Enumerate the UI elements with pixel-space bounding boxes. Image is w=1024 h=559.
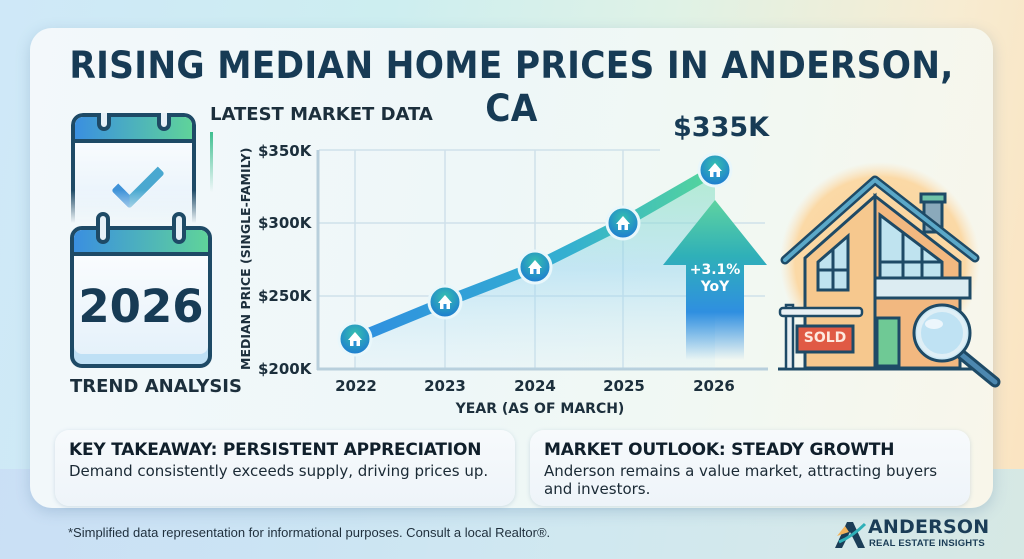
brand-logo: ANDERSON REAL ESTATE INSIGHTS bbox=[833, 516, 1003, 552]
house-icon bbox=[778, 162, 1001, 388]
calendar-year: 2026 bbox=[78, 280, 204, 333]
y-tick: $350K bbox=[258, 142, 312, 160]
sold-sign-icon bbox=[795, 324, 855, 354]
logo-mark-icon bbox=[835, 522, 867, 548]
market-outlook-body: Anderson remains a value market, attract… bbox=[544, 462, 938, 498]
x-tick: 2024 bbox=[514, 377, 556, 395]
y-tick: $200K bbox=[258, 360, 312, 378]
calendar-check-icon bbox=[71, 99, 196, 223]
x-tick: 2023 bbox=[424, 377, 466, 395]
footnote: *Simplified data representation for info… bbox=[68, 525, 551, 540]
yoy-percent: +3.1% bbox=[689, 262, 741, 278]
calendar-year-icon: 2026 bbox=[70, 212, 212, 368]
key-takeaway-box: KEY TAKEAWAY: PERSISTENT APPRECIATION De… bbox=[55, 430, 515, 506]
page-title: RISING MEDIAN HOME PRICES IN ANDERSON, C… bbox=[69, 44, 954, 130]
logo-name: ANDERSON bbox=[868, 516, 990, 538]
yoy-change-label: +3.1% YoY bbox=[687, 262, 743, 296]
x-tick: 2026 bbox=[693, 377, 735, 395]
x-axis-label: YEAR (AS OF MARCH) bbox=[455, 401, 625, 417]
sold-sign-label: SOLD bbox=[803, 330, 847, 346]
market-outlook-box: MARKET OUTLOOK: STEADY GROWTH Anderson r… bbox=[530, 430, 970, 506]
y-tick: $250K bbox=[258, 287, 312, 305]
yoy-arrow-icon bbox=[663, 200, 767, 360]
latest-price-callout: $335K bbox=[673, 112, 770, 143]
logo-tagline: REAL ESTATE INSIGHTS bbox=[869, 538, 985, 549]
y-tick: $300K bbox=[258, 214, 312, 232]
magnifying-glass-icon bbox=[912, 303, 1001, 388]
x-tick: 2022 bbox=[335, 377, 377, 395]
key-takeaway-body: Demand consistently exceeds supply, driv… bbox=[69, 462, 489, 480]
data-markers bbox=[337, 152, 733, 357]
accent-bar bbox=[210, 132, 213, 192]
market-outlook-heading: MARKET OUTLOOK: STEADY GROWTH bbox=[544, 440, 895, 460]
x-tick: 2025 bbox=[603, 377, 645, 395]
trend-analysis-label: TREND ANALYSIS bbox=[70, 376, 242, 397]
key-takeaway-heading: KEY TAKEAWAY: PERSISTENT APPRECIATION bbox=[69, 440, 482, 460]
subheading: LATEST MARKET DATA bbox=[210, 104, 433, 125]
yoy-suffix: YoY bbox=[700, 279, 730, 295]
